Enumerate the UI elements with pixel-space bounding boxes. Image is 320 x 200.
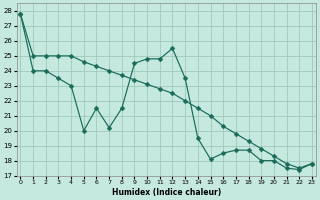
X-axis label: Humidex (Indice chaleur): Humidex (Indice chaleur) (112, 188, 221, 197)
